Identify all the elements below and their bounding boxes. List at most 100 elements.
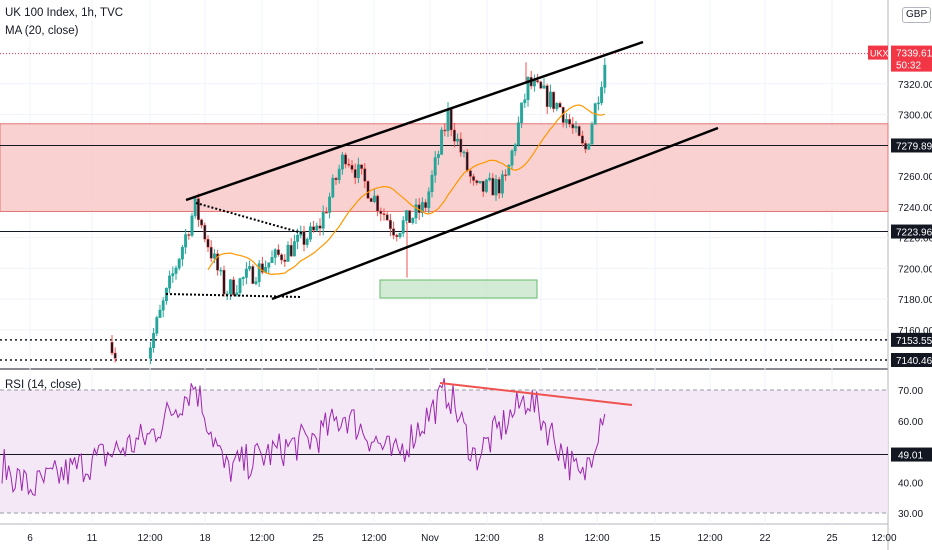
rsi-tick-label: 40.00 bbox=[898, 478, 923, 489]
candle-body bbox=[328, 196, 332, 213]
candle-body bbox=[440, 129, 444, 155]
candle-body bbox=[545, 85, 549, 107]
level-label-bg bbox=[891, 332, 932, 347]
rsi-tick-label: 70.00 bbox=[898, 386, 923, 397]
candle-body bbox=[584, 143, 588, 150]
candle-body bbox=[414, 204, 418, 219]
price-tick-label: 7320.00 bbox=[898, 80, 932, 91]
candle-body bbox=[494, 179, 498, 196]
time-tick-label: 12:00 bbox=[474, 533, 499, 544]
candle-body bbox=[452, 129, 456, 142]
candle-body bbox=[292, 241, 296, 257]
candle-body bbox=[254, 281, 258, 284]
candle-body bbox=[424, 202, 428, 208]
candle-body bbox=[353, 169, 357, 179]
candle-body bbox=[235, 292, 239, 296]
candle-body bbox=[462, 151, 466, 154]
candle-body bbox=[523, 99, 527, 104]
level-label: 7279.89 bbox=[896, 141, 932, 152]
candle-body bbox=[568, 119, 572, 125]
supply-zone bbox=[0, 123, 889, 212]
candle-body bbox=[344, 154, 348, 165]
symbol-legend[interactable]: UK 100 Index, 1h, TVC bbox=[5, 7, 124, 19]
rsi-legend[interactable]: RSI (14, close) bbox=[5, 379, 82, 391]
candle-body bbox=[571, 124, 575, 129]
candle-body bbox=[212, 253, 216, 259]
currency-badge[interactable]: GBP bbox=[902, 7, 932, 23]
candle-body bbox=[564, 119, 568, 123]
candle-body bbox=[168, 275, 172, 289]
ma-legend[interactable]: MA (20, close) bbox=[5, 25, 79, 37]
candle-body bbox=[465, 151, 469, 171]
price-tick-label: 7180.00 bbox=[898, 295, 932, 306]
current-price-label: 7339.61 bbox=[896, 49, 932, 60]
rsi-divergence-line bbox=[439, 382, 633, 406]
price-tick-label: 7260.00 bbox=[898, 172, 932, 183]
candle-body bbox=[443, 129, 447, 132]
candle-body bbox=[430, 174, 434, 192]
candle-body bbox=[356, 164, 360, 179]
level-label: 7153.55 bbox=[896, 336, 932, 347]
candle-body bbox=[552, 91, 556, 109]
candle-body bbox=[472, 176, 476, 181]
level-label-bg bbox=[891, 138, 932, 153]
time-tick-label: 22 bbox=[759, 533, 771, 544]
candle-body bbox=[376, 195, 380, 212]
candle-body bbox=[180, 246, 184, 260]
candle-body bbox=[289, 244, 293, 257]
candle-body bbox=[334, 177, 338, 181]
candle-body bbox=[148, 347, 152, 359]
candle-body bbox=[446, 109, 450, 132]
demand-box bbox=[379, 279, 538, 299]
candle-body bbox=[484, 179, 488, 192]
candle-body bbox=[216, 253, 220, 271]
countdown-label: 50:32 bbox=[896, 61, 921, 72]
candle-body bbox=[385, 214, 389, 221]
candle-body bbox=[558, 103, 562, 108]
time-tick-label: 12:00 bbox=[137, 533, 162, 544]
candle-body bbox=[190, 215, 194, 236]
candle-body bbox=[475, 180, 479, 184]
candle-body bbox=[308, 226, 312, 240]
price-tick-label: 7200.00 bbox=[898, 264, 932, 275]
candle-body bbox=[347, 163, 351, 166]
time-tick-label: 12:00 bbox=[584, 533, 609, 544]
candle-body bbox=[363, 168, 367, 182]
candles bbox=[110, 58, 607, 365]
candle-body bbox=[312, 226, 316, 231]
candle-body bbox=[590, 124, 594, 145]
time-tick-label: 6 bbox=[27, 533, 33, 544]
channel-lower-line bbox=[271, 126, 719, 301]
candle-body bbox=[388, 219, 392, 229]
candle-body bbox=[382, 213, 386, 215]
candle-body bbox=[408, 210, 412, 223]
candle-body bbox=[177, 258, 181, 269]
candle-body bbox=[369, 198, 373, 203]
level-label: 7223.96 bbox=[896, 228, 932, 239]
candle-body bbox=[337, 168, 341, 181]
candle-body bbox=[488, 177, 492, 181]
candle-body bbox=[232, 279, 236, 296]
candle-body bbox=[536, 80, 540, 83]
candle-body bbox=[580, 135, 584, 144]
candle-body bbox=[459, 138, 463, 153]
candle-body bbox=[548, 91, 552, 107]
candle-body bbox=[155, 317, 159, 334]
candle-body bbox=[411, 217, 415, 223]
candle-body bbox=[171, 273, 175, 277]
candle-body bbox=[542, 85, 546, 89]
candle-body bbox=[555, 103, 559, 109]
candle-body bbox=[238, 278, 242, 294]
candle-body bbox=[331, 177, 335, 198]
time-tick-label: 12:00 bbox=[871, 533, 896, 544]
candle-body bbox=[193, 198, 197, 217]
candle-body bbox=[257, 263, 261, 282]
candle-body bbox=[219, 269, 223, 272]
candle-body bbox=[321, 212, 325, 229]
candle-body bbox=[577, 126, 581, 137]
candle-body bbox=[481, 180, 485, 192]
candle-body bbox=[392, 228, 396, 236]
candle-body bbox=[318, 225, 322, 229]
candle-body bbox=[113, 352, 117, 359]
